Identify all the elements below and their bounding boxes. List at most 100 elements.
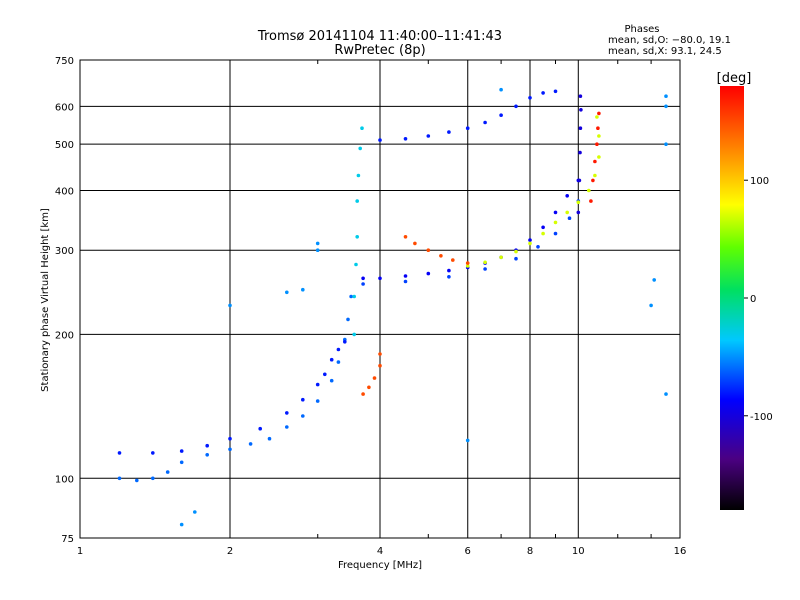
data-point — [597, 134, 601, 138]
data-point — [514, 104, 518, 109]
data-point — [267, 436, 272, 441]
data-point — [528, 96, 532, 100]
x-tick-label: 8 — [527, 546, 533, 557]
data-point — [403, 274, 408, 278]
y-tick-label: 400 — [55, 186, 74, 197]
data-point — [499, 255, 503, 260]
data-point — [378, 352, 382, 356]
data-point — [483, 267, 487, 271]
data-point — [360, 126, 364, 130]
data-point — [591, 178, 595, 183]
colorbar — [720, 86, 744, 510]
data-point — [315, 248, 320, 252]
data-point — [528, 238, 532, 242]
data-point — [346, 317, 350, 322]
data-point — [426, 248, 431, 252]
data-point — [579, 108, 583, 112]
data-point — [567, 216, 572, 220]
y-tick-label: 500 — [55, 140, 74, 151]
data-point — [315, 241, 320, 246]
data-point — [536, 245, 540, 249]
data-point — [587, 188, 591, 193]
grid-lines — [80, 60, 680, 538]
data-point — [228, 447, 232, 452]
data-point — [315, 399, 320, 403]
phase-stats-o: mean, sd,O: −80.0, 19.1 — [608, 35, 731, 46]
data-point — [483, 120, 487, 125]
data-point — [514, 256, 518, 261]
data-point — [499, 87, 503, 92]
data-point — [447, 275, 451, 279]
data-point — [649, 303, 653, 308]
data-point — [301, 414, 305, 418]
data-point — [117, 451, 122, 455]
data-point — [553, 231, 558, 236]
data-point — [329, 378, 334, 383]
data-point — [528, 241, 532, 246]
data-point — [565, 210, 569, 215]
y-tick-label: 200 — [55, 330, 74, 341]
data-point — [179, 449, 184, 453]
data-point — [358, 146, 363, 151]
data-point — [315, 382, 320, 387]
data-point — [179, 522, 184, 527]
data-point — [336, 347, 341, 352]
data-point — [285, 290, 289, 295]
y-tick-label: 75 — [61, 534, 74, 545]
data-point — [499, 113, 503, 117]
data-point — [355, 235, 360, 239]
data-point — [403, 235, 408, 239]
data-point — [541, 225, 545, 230]
data-point — [378, 138, 382, 142]
x-tick-label: 1 — [77, 546, 83, 557]
data-point — [403, 137, 408, 141]
data-point — [228, 436, 232, 441]
data-point — [356, 173, 361, 178]
data-point — [355, 199, 360, 203]
x-axis-ticks: 1 2 4 6 8 10 16 — [77, 60, 687, 557]
x-tick-label: 10 — [572, 546, 585, 557]
data-point — [593, 159, 597, 164]
data-point — [595, 115, 599, 119]
data-point — [258, 426, 263, 431]
data-point — [205, 453, 209, 457]
x-tick-label: 16 — [674, 546, 687, 557]
data-point — [367, 385, 371, 390]
data-point — [301, 287, 305, 292]
data-point — [595, 142, 599, 146]
colorbar-tick-label: 0 — [750, 294, 756, 305]
data-point — [426, 134, 431, 138]
data-point — [378, 276, 382, 281]
colorbar-ticks: 100 0 -100 — [744, 176, 773, 423]
data-point — [151, 451, 155, 455]
data-point — [439, 254, 443, 258]
data-point — [248, 442, 253, 446]
x-axis-label: Frequency [MHz] — [338, 560, 422, 571]
y-axis-label: Stationary phase Virtual Height [km] — [40, 208, 51, 392]
data-point — [577, 178, 582, 183]
data-point — [652, 278, 656, 282]
y-tick-label: 750 — [55, 56, 74, 67]
data-points — [117, 87, 668, 527]
data-point — [378, 363, 382, 368]
colorbar-tick-label: -100 — [750, 412, 773, 423]
data-point — [565, 194, 569, 198]
data-point — [541, 91, 545, 95]
data-point — [361, 392, 365, 396]
data-point — [426, 271, 431, 276]
data-point — [553, 220, 558, 225]
data-point — [372, 376, 377, 380]
y-axis-ticks: 75 100 200 300 400 500 600 750 — [55, 56, 74, 545]
data-point — [578, 94, 583, 98]
colorbar-label: [deg] — [717, 71, 752, 86]
data-point — [447, 130, 451, 134]
data-point — [596, 126, 600, 130]
data-point — [228, 303, 232, 308]
data-point — [413, 241, 417, 246]
data-point — [465, 438, 470, 443]
data-point — [465, 261, 470, 265]
x-tick-label: 2 — [227, 546, 233, 557]
data-point — [354, 262, 358, 267]
